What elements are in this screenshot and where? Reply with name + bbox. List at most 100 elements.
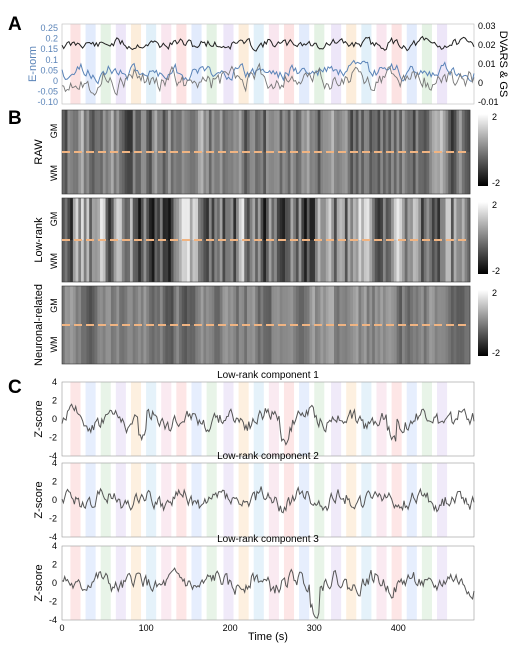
carpet-column <box>162 240 166 282</box>
carpet-column <box>268 110 272 152</box>
task-block <box>406 24 417 104</box>
gm-label: GM <box>49 124 59 139</box>
carpet-column <box>434 110 438 152</box>
carpet-column <box>189 286 193 325</box>
carpet-column <box>149 198 153 240</box>
carpet-column <box>62 325 66 364</box>
carpet-column <box>255 198 259 240</box>
carpet-column <box>429 152 433 194</box>
carpet-column <box>266 286 270 325</box>
carpet-column <box>306 110 310 152</box>
carpet-column <box>206 152 210 194</box>
carpet-column <box>83 152 87 194</box>
enorm-tick-label: 0.15 <box>40 44 58 54</box>
carpet-column <box>380 198 384 240</box>
carpet-column <box>252 325 256 364</box>
task-block <box>406 382 417 456</box>
task-block <box>115 382 126 456</box>
y-tick-label: 2 <box>52 477 57 487</box>
carpet-column <box>391 110 395 152</box>
carpet-column <box>249 240 253 282</box>
component-line <box>61 485 475 514</box>
carpet-column <box>282 110 286 152</box>
carpet-column <box>140 152 144 194</box>
carpet-column <box>448 152 452 194</box>
carpet-column <box>309 198 313 240</box>
carpet-column <box>165 325 169 364</box>
carpet-column <box>255 110 259 152</box>
carpet-column <box>456 198 460 240</box>
carpet-column <box>317 325 321 364</box>
carpet-column <box>222 198 226 240</box>
carpet-column <box>274 110 278 152</box>
carpet-column <box>78 240 82 282</box>
carpet-column <box>159 240 163 282</box>
carpet-column <box>181 110 185 152</box>
carpet-column <box>116 240 120 282</box>
carpet-column <box>440 198 444 240</box>
carpet-column <box>358 110 362 152</box>
carpet-column <box>415 152 419 194</box>
carpet-column <box>344 152 348 194</box>
carpet-column <box>366 110 370 152</box>
carpet-column <box>178 240 182 282</box>
carpet-column <box>363 325 367 364</box>
carpet-column <box>388 325 392 364</box>
carpet-column <box>423 198 427 240</box>
carpet-column <box>211 240 215 282</box>
task-block <box>299 382 310 456</box>
carpet-column <box>290 198 294 240</box>
carpet-column <box>149 152 153 194</box>
carpet-column <box>100 240 104 282</box>
carpet-column <box>143 152 147 194</box>
carpet-column <box>132 110 136 152</box>
panel-label-b: B <box>8 108 22 129</box>
task-block <box>253 546 264 620</box>
task-block <box>161 382 172 456</box>
component-plot-3: Low-rank component 3 Z-score 4 2 0 -2 -4 <box>33 534 475 625</box>
carpet-column <box>407 110 411 152</box>
carpet-column <box>396 110 400 152</box>
carpet-column <box>89 286 93 325</box>
carpet-column <box>350 286 354 325</box>
carpet-column <box>64 198 68 240</box>
carpet-column <box>195 198 199 240</box>
carpet-column <box>279 286 283 325</box>
carpet-column <box>372 198 376 240</box>
carpet-column <box>246 325 250 364</box>
carpet-column <box>86 325 90 364</box>
carpet-column <box>325 286 329 325</box>
wm-label: WM <box>49 253 59 269</box>
carpet-column <box>230 240 234 282</box>
carpet-column <box>89 110 93 152</box>
carpet-column <box>279 325 283 364</box>
carpet-column <box>380 240 384 282</box>
carpet-column <box>323 198 327 240</box>
carpet-column <box>298 110 302 152</box>
carpet-column <box>86 286 90 325</box>
carpet-column <box>461 198 465 240</box>
task-block <box>176 463 187 537</box>
carpet-column <box>461 110 465 152</box>
panel-a: E-norm DVARS & GS 0.250.20.150.10.050-0.… <box>27 21 509 107</box>
carpet-column <box>110 152 114 194</box>
carpet-column <box>225 152 229 194</box>
carpet-column <box>108 152 112 194</box>
enorm-ticks: 0.250.20.150.10.050-0.05-0.10 <box>37 23 58 107</box>
carpet-column <box>187 325 191 364</box>
carpet-column <box>211 110 215 152</box>
carpet-column <box>208 325 212 364</box>
task-block <box>115 24 126 104</box>
carpet-column <box>81 325 85 364</box>
carpet-column <box>437 152 441 194</box>
carpet-column <box>393 198 397 240</box>
carpet-column <box>130 152 134 194</box>
carpet-column <box>208 152 212 194</box>
enorm-tick-label: 0.1 <box>45 55 58 65</box>
carpet-column <box>314 325 318 364</box>
task-block <box>299 24 310 104</box>
carpet-column <box>355 198 359 240</box>
carpet-column <box>78 286 82 325</box>
carpet-column <box>198 110 202 152</box>
carpet-column <box>97 110 101 152</box>
